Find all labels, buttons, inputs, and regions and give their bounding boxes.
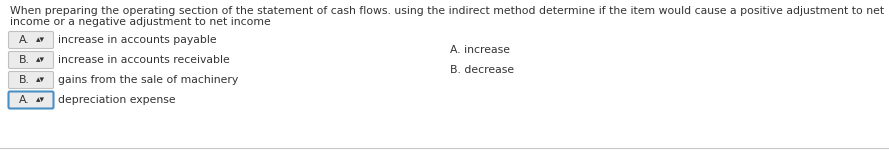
Text: ▴▾: ▴▾ [36, 75, 44, 84]
Text: depreciation expense: depreciation expense [58, 95, 176, 105]
Text: ▴▾: ▴▾ [36, 95, 44, 104]
Text: When preparing the operating section of the statement of cash flows. using the i: When preparing the operating section of … [10, 6, 885, 16]
FancyBboxPatch shape [9, 51, 53, 69]
Text: B.: B. [20, 55, 30, 65]
Text: A.: A. [20, 35, 30, 45]
FancyBboxPatch shape [9, 71, 53, 89]
Text: income or a negative adjustment to net income: income or a negative adjustment to net i… [10, 17, 271, 27]
Text: A. increase: A. increase [450, 45, 510, 55]
Text: ▴▾: ▴▾ [36, 55, 44, 64]
Text: ▴▾: ▴▾ [36, 35, 44, 44]
FancyBboxPatch shape [9, 31, 53, 49]
Text: B.: B. [20, 75, 30, 85]
Text: A.: A. [20, 95, 30, 105]
FancyBboxPatch shape [9, 91, 53, 108]
Text: increase in accounts receivable: increase in accounts receivable [58, 55, 229, 65]
Text: gains from the sale of machinery: gains from the sale of machinery [58, 75, 238, 85]
Text: B. decrease: B. decrease [450, 65, 514, 75]
Text: increase in accounts payable: increase in accounts payable [58, 35, 217, 45]
